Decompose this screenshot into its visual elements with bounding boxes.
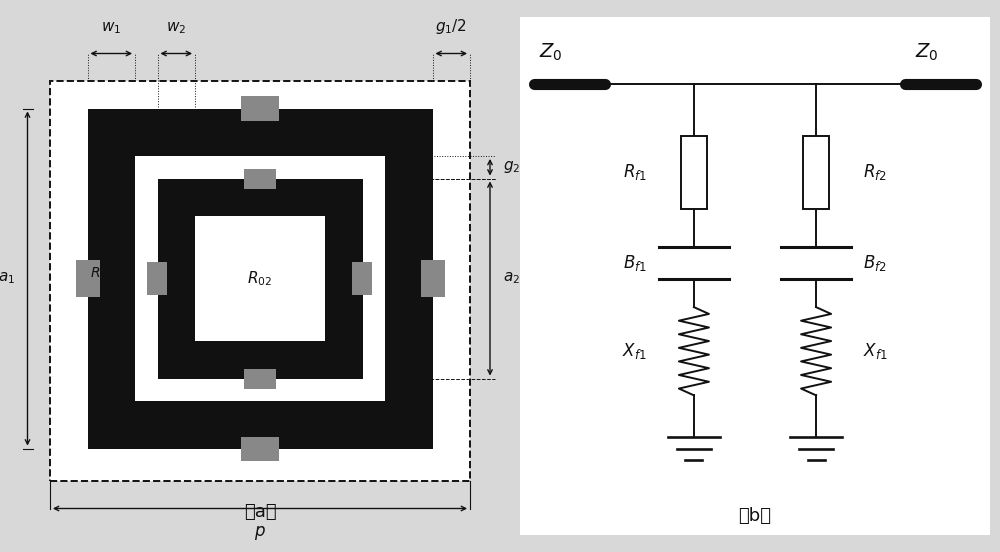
Text: （b）: （b） [738, 507, 772, 525]
Text: $g_1/2$: $g_1/2$ [435, 17, 467, 36]
Text: $Z_0$: $Z_0$ [915, 42, 938, 63]
Bar [195, 216, 325, 341]
Text: $X_{f1}$: $X_{f1}$ [863, 341, 888, 361]
Bar [803, 136, 829, 209]
Bar [241, 97, 279, 120]
Text: $R_{f1}$: $R_{f1}$ [623, 162, 647, 182]
Bar [420, 260, 444, 297]
Bar [88, 109, 432, 448]
Text: $p$: $p$ [254, 523, 266, 542]
Text: $R_{f2}$: $R_{f2}$ [863, 162, 887, 182]
Text: $B_{f2}$: $B_{f2}$ [863, 253, 887, 273]
Text: $a_1$: $a_1$ [0, 270, 15, 286]
Text: $g_2$: $g_2$ [503, 159, 520, 175]
Bar [241, 437, 279, 460]
Text: $w_2$: $w_2$ [166, 20, 186, 36]
Text: $w_1$: $w_1$ [101, 20, 121, 36]
Bar [50, 81, 470, 481]
Bar [244, 369, 276, 389]
Bar [158, 178, 362, 379]
Text: $Z_0$: $Z_0$ [539, 42, 562, 63]
Bar [76, 260, 100, 297]
Text: $X_{f1}$: $X_{f1}$ [622, 341, 647, 361]
Bar [681, 136, 707, 209]
Bar [147, 262, 167, 295]
Text: $B_{f1}$: $B_{f1}$ [623, 253, 647, 273]
Bar [135, 156, 385, 401]
Bar [244, 168, 276, 188]
Text: （a）: （a） [244, 503, 276, 521]
Text: $a_2$: $a_2$ [503, 270, 520, 286]
Text: $R_{01}$: $R_{01}$ [90, 266, 113, 282]
Text: $R_{02}$: $R_{02}$ [247, 269, 273, 288]
Bar [50, 81, 470, 481]
Bar [352, 262, 372, 295]
